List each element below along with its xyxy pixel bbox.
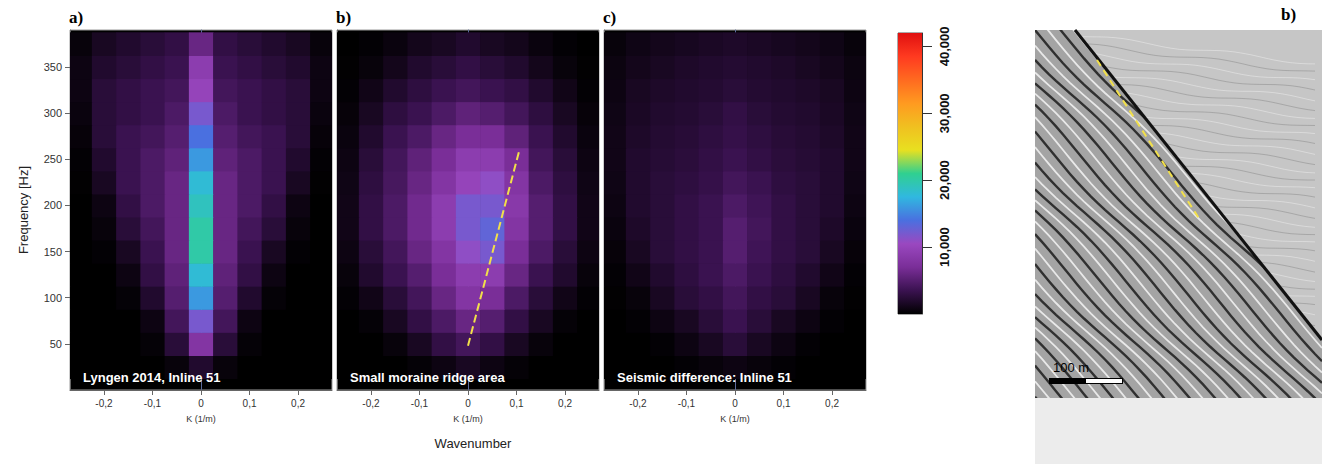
svg-text:-0,1: -0,1 <box>144 398 162 409</box>
svg-text:10,000: 10,000 <box>937 227 952 267</box>
svg-text:K (1/m): K (1/m) <box>453 414 483 424</box>
svg-text:40,000: 40,000 <box>937 26 952 66</box>
svg-text:-0,2: -0,2 <box>629 398 647 409</box>
svg-text:Wavenumber: Wavenumber <box>435 436 512 451</box>
svg-text:b): b) <box>336 8 351 27</box>
svg-text:K (1/m): K (1/m) <box>186 414 216 424</box>
svg-text:0,2: 0,2 <box>825 398 839 409</box>
svg-text:K (1/m): K (1/m) <box>720 414 750 424</box>
svg-text:100: 100 <box>44 292 62 304</box>
svg-text:0: 0 <box>465 398 471 409</box>
svg-text:Lyngen 2014, Inline 51: Lyngen 2014, Inline 51 <box>83 370 221 385</box>
svg-text:0: 0 <box>732 398 738 409</box>
svg-text:Seismic difference: Inline 51: Seismic difference: Inline 51 <box>617 370 792 385</box>
svg-text:350: 350 <box>44 61 62 73</box>
svg-text:30,000: 30,000 <box>937 93 952 133</box>
svg-text:Small moraine ridge area: Small moraine ridge area <box>350 370 505 385</box>
svg-text:a): a) <box>69 8 83 27</box>
svg-text:b): b) <box>1281 5 1296 24</box>
svg-text:250: 250 <box>44 153 62 165</box>
svg-text:-0,1: -0,1 <box>678 398 696 409</box>
svg-text:c): c) <box>603 8 616 27</box>
svg-text:-0,2: -0,2 <box>362 398 380 409</box>
svg-text:100 m: 100 m <box>1053 360 1089 375</box>
svg-text:Frequency [Hz]: Frequency [Hz] <box>16 166 31 254</box>
svg-text:0,2: 0,2 <box>291 398 305 409</box>
svg-text:0,1: 0,1 <box>777 398 791 409</box>
svg-text:0: 0 <box>198 398 204 409</box>
svg-text:-0,2: -0,2 <box>95 398 113 409</box>
svg-text:150: 150 <box>44 246 62 258</box>
svg-text:0,1: 0,1 <box>243 398 257 409</box>
svg-text:50: 50 <box>50 338 62 350</box>
svg-text:-0,1: -0,1 <box>411 398 429 409</box>
svg-text:300: 300 <box>44 107 62 119</box>
svg-text:200: 200 <box>44 199 62 211</box>
svg-text:20,000: 20,000 <box>937 160 952 200</box>
svg-text:0,1: 0,1 <box>510 398 524 409</box>
svg-text:0,2: 0,2 <box>558 398 572 409</box>
